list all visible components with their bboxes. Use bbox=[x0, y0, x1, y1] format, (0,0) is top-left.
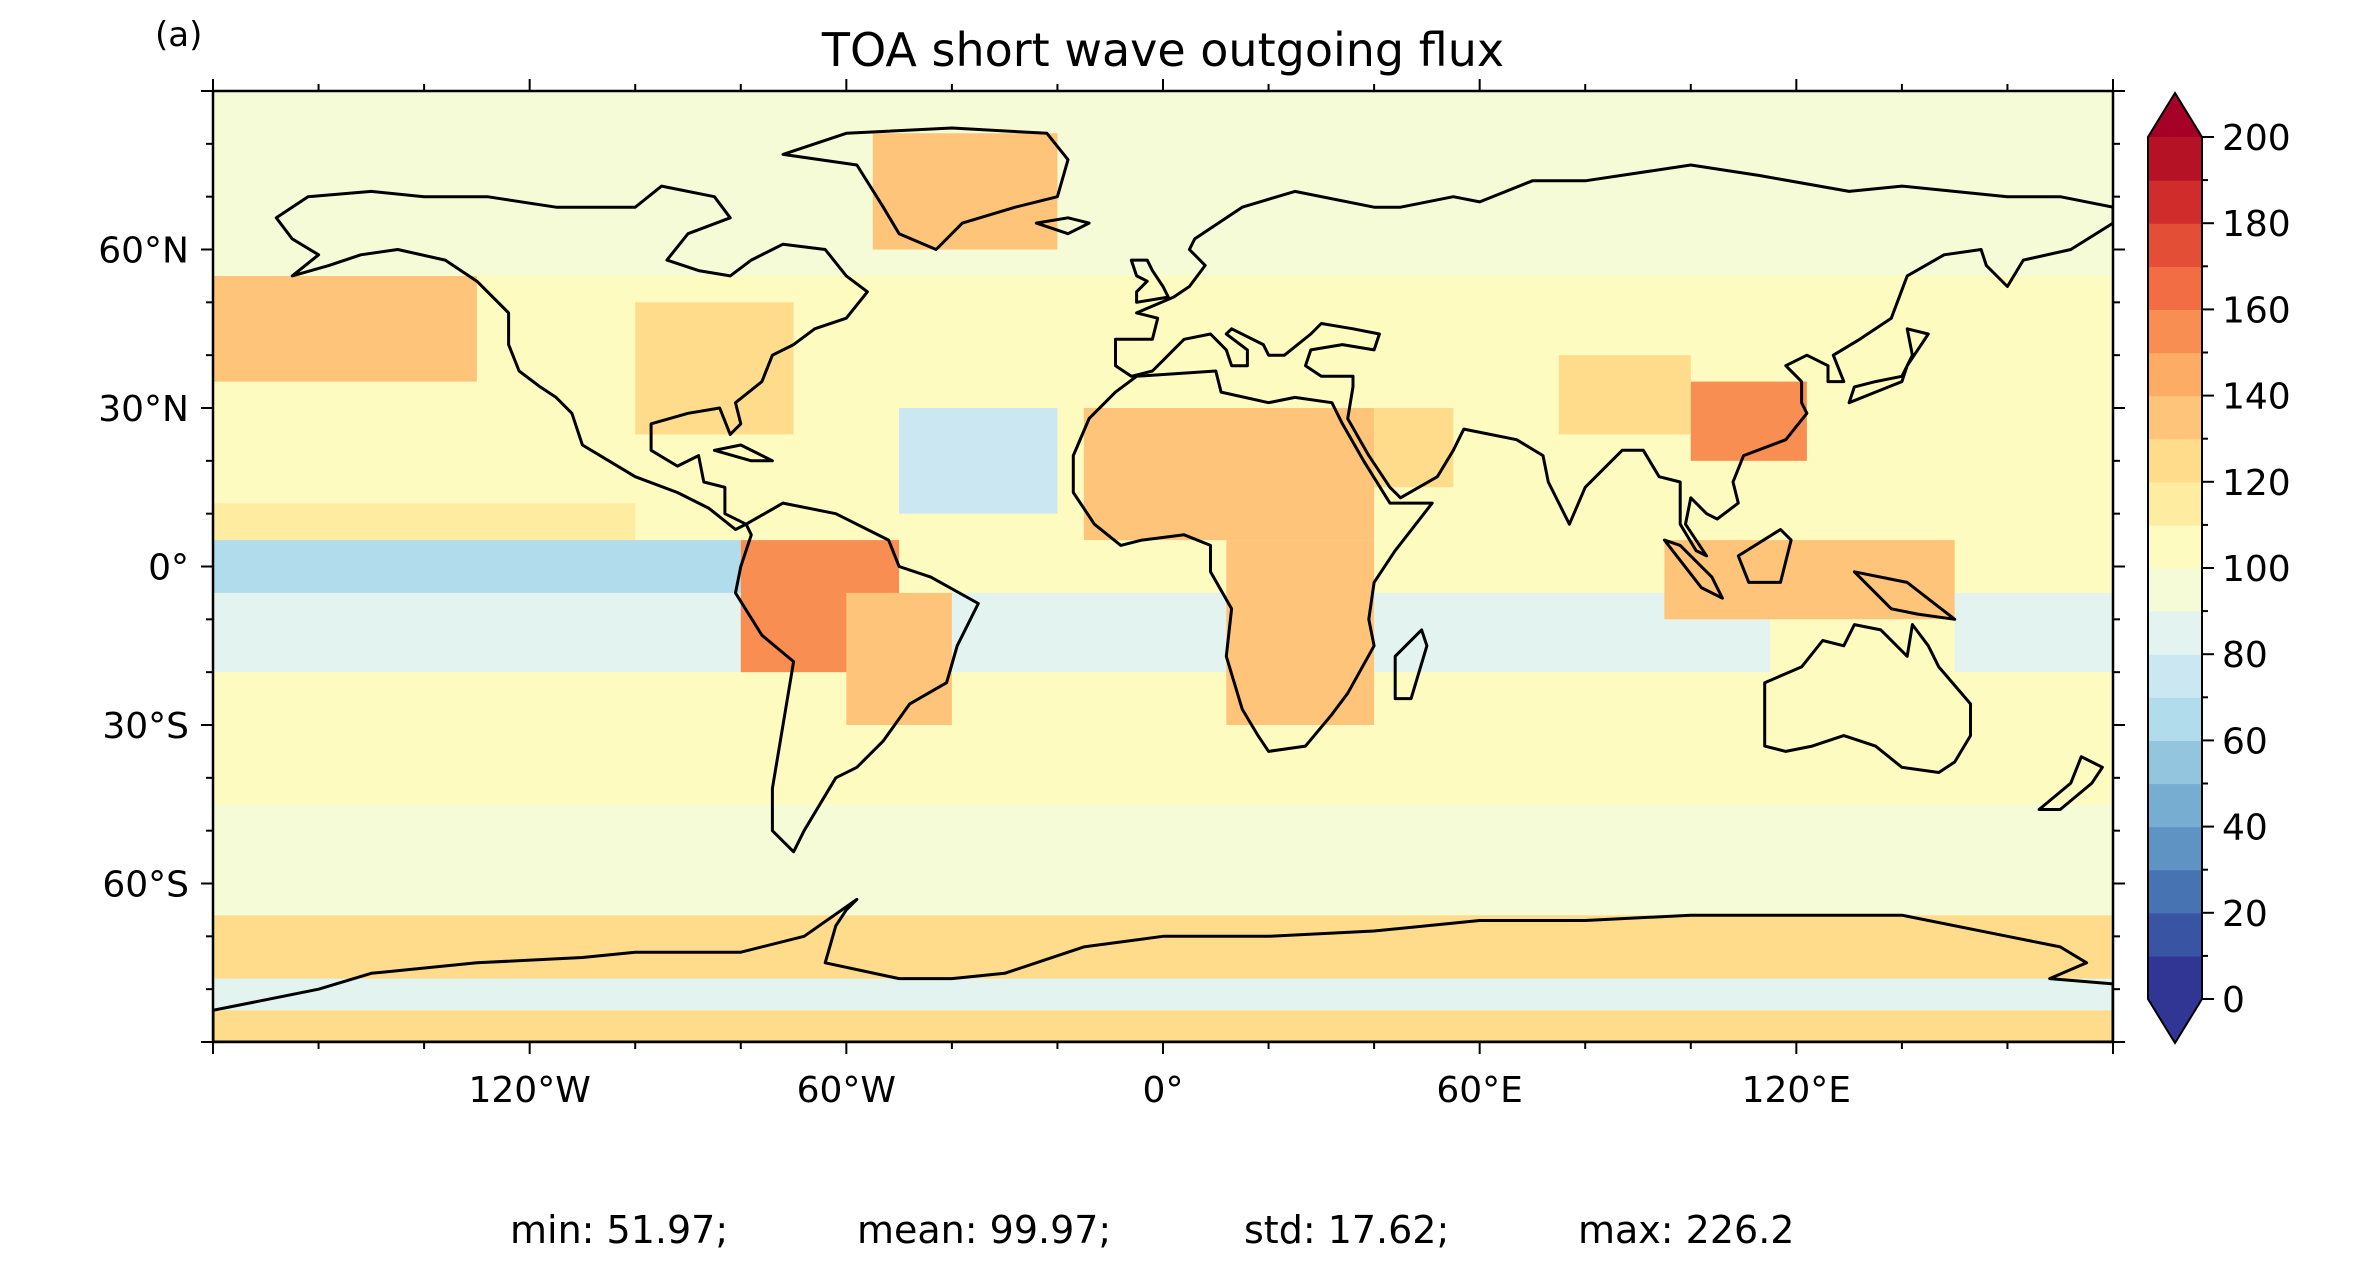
flux-field bbox=[213, 91, 2113, 1042]
colorbar-segment bbox=[2148, 740, 2202, 785]
field-region-15 bbox=[1083, 408, 1375, 541]
field-region-5 bbox=[213, 540, 741, 593]
x-tick-label: 60°E bbox=[1436, 1070, 1523, 1111]
colorbar-tick-label: 200 bbox=[2222, 118, 2291, 159]
colorbar-segment bbox=[2148, 481, 2202, 526]
colorbar-segment bbox=[2148, 697, 2202, 741]
colorbar-tick-label: 120 bbox=[2222, 463, 2291, 504]
colorbar-segment bbox=[2148, 137, 2202, 181]
colorbar-segment bbox=[2148, 223, 2202, 267]
y-tick-label: 30°S bbox=[102, 706, 189, 747]
colorbar-segment bbox=[2148, 826, 2202, 871]
x-tick-label: 60°W bbox=[797, 1070, 896, 1111]
panel-label: (a) bbox=[155, 15, 202, 55]
field-region-12 bbox=[635, 302, 794, 435]
field-region-19 bbox=[1558, 355, 1691, 435]
field-region-21 bbox=[1769, 619, 1955, 778]
colorbar-tick-label: 160 bbox=[2222, 290, 2291, 331]
coastline-british-isles bbox=[1129, 258, 1170, 304]
colorbar-tick-label: 180 bbox=[2222, 204, 2291, 245]
colorbar-tick-label: 100 bbox=[2222, 549, 2291, 590]
field-region-10 bbox=[899, 408, 1058, 514]
colorbar-tick-label: 140 bbox=[2222, 377, 2291, 418]
colorbar-segment bbox=[2148, 309, 2202, 354]
coastline-australia bbox=[1763, 623, 1972, 774]
colorbar-segment bbox=[2148, 524, 2202, 569]
coastline-sumatra bbox=[1662, 538, 1724, 600]
coastline-iceland bbox=[1034, 216, 1091, 236]
coastline-eurasia bbox=[1114, 163, 2113, 558]
axis-labels: 120°W 60°W 0° 60°E 120°E 60°N 30°N 0° 30°S 60°S bbox=[98, 231, 1851, 1112]
colorbar-segment bbox=[2148, 654, 2202, 698]
coastlines bbox=[213, 126, 2113, 1042]
coastline-new-zealand bbox=[2037, 755, 2104, 811]
x-tick-label: 0° bbox=[1143, 1070, 1184, 1111]
colorbar-tick-label: 40 bbox=[2222, 808, 2268, 849]
coastline-south-america bbox=[734, 501, 980, 854]
stat-min: min: 51.97; bbox=[510, 1208, 728, 1252]
statistics: min: 51.97; mean: 99.97; std: 17.62; max… bbox=[510, 1208, 1794, 1252]
field-region-17 bbox=[1374, 408, 1454, 488]
field-region-2 bbox=[213, 804, 2113, 916]
colorbar-tick-label: 20 bbox=[2222, 894, 2268, 935]
field-region-18 bbox=[1690, 381, 1807, 461]
colorbar-segment bbox=[2148, 912, 2202, 957]
field-region-1 bbox=[213, 978, 2113, 1011]
x-tick-label: 120°E bbox=[1742, 1070, 1851, 1111]
field-region-16 bbox=[1226, 540, 1375, 725]
field-region-20 bbox=[1664, 540, 1955, 620]
y-tick-label: 60°N bbox=[98, 231, 189, 272]
stat-mean: mean: 99.97; bbox=[857, 1208, 1111, 1252]
coastline-africa bbox=[1071, 369, 1434, 753]
coastline-cuba bbox=[712, 443, 774, 463]
coastline-new-guinea bbox=[1852, 570, 1957, 621]
axis-ticks bbox=[201, 79, 2125, 1054]
colorbar: 0 20 40 60 80 100 120 140 160 180 200 bbox=[2147, 91, 2291, 1045]
field-region-6 bbox=[213, 503, 636, 541]
field-region-11 bbox=[872, 133, 1058, 250]
field-region-14 bbox=[846, 592, 952, 725]
colorbar-segment bbox=[2148, 783, 2202, 828]
colorbar-segment bbox=[2148, 568, 2202, 612]
coastline-borneo bbox=[1736, 528, 1793, 584]
map-area bbox=[213, 91, 2113, 1042]
colorbar-segment bbox=[2148, 438, 2202, 483]
stat-std: std: 17.62; bbox=[1244, 1208, 1449, 1252]
x-tick-label: 120°W bbox=[469, 1070, 591, 1111]
colorbar-segment bbox=[2148, 352, 2202, 397]
colorbar-extend-max bbox=[2148, 93, 2202, 137]
colorbar-segment bbox=[2148, 955, 2202, 1000]
coastline-north-america bbox=[274, 184, 869, 531]
y-tick-label: 60°S bbox=[102, 865, 189, 906]
map-title: TOA short wave outgoing flux bbox=[821, 23, 1504, 77]
colorbar-segment bbox=[2148, 266, 2202, 310]
stat-max: max: 226.2 bbox=[1578, 1208, 1794, 1252]
coastline-greenland bbox=[781, 126, 1070, 251]
colorbar-segment bbox=[2148, 611, 2202, 655]
field-region-9 bbox=[213, 91, 2113, 276]
field-region-8 bbox=[213, 275, 477, 382]
y-tick-label: 0° bbox=[148, 548, 189, 589]
coastline-madagascar bbox=[1393, 628, 1429, 701]
coastline-japan bbox=[1847, 327, 1930, 405]
colorbar-segment bbox=[2148, 395, 2202, 440]
colorbar-extend-min bbox=[2148, 999, 2202, 1043]
y-tick-label: 30°N bbox=[98, 389, 189, 430]
colorbar-segment bbox=[2148, 180, 2202, 224]
colorbar-tick-label: 0 bbox=[2222, 980, 2245, 1021]
colorbar-segment bbox=[2148, 869, 2202, 914]
colorbar-tick-label: 60 bbox=[2222, 721, 2268, 762]
colorbar-tick-label: 80 bbox=[2222, 635, 2268, 676]
coastline-antarctica bbox=[213, 897, 2113, 1042]
